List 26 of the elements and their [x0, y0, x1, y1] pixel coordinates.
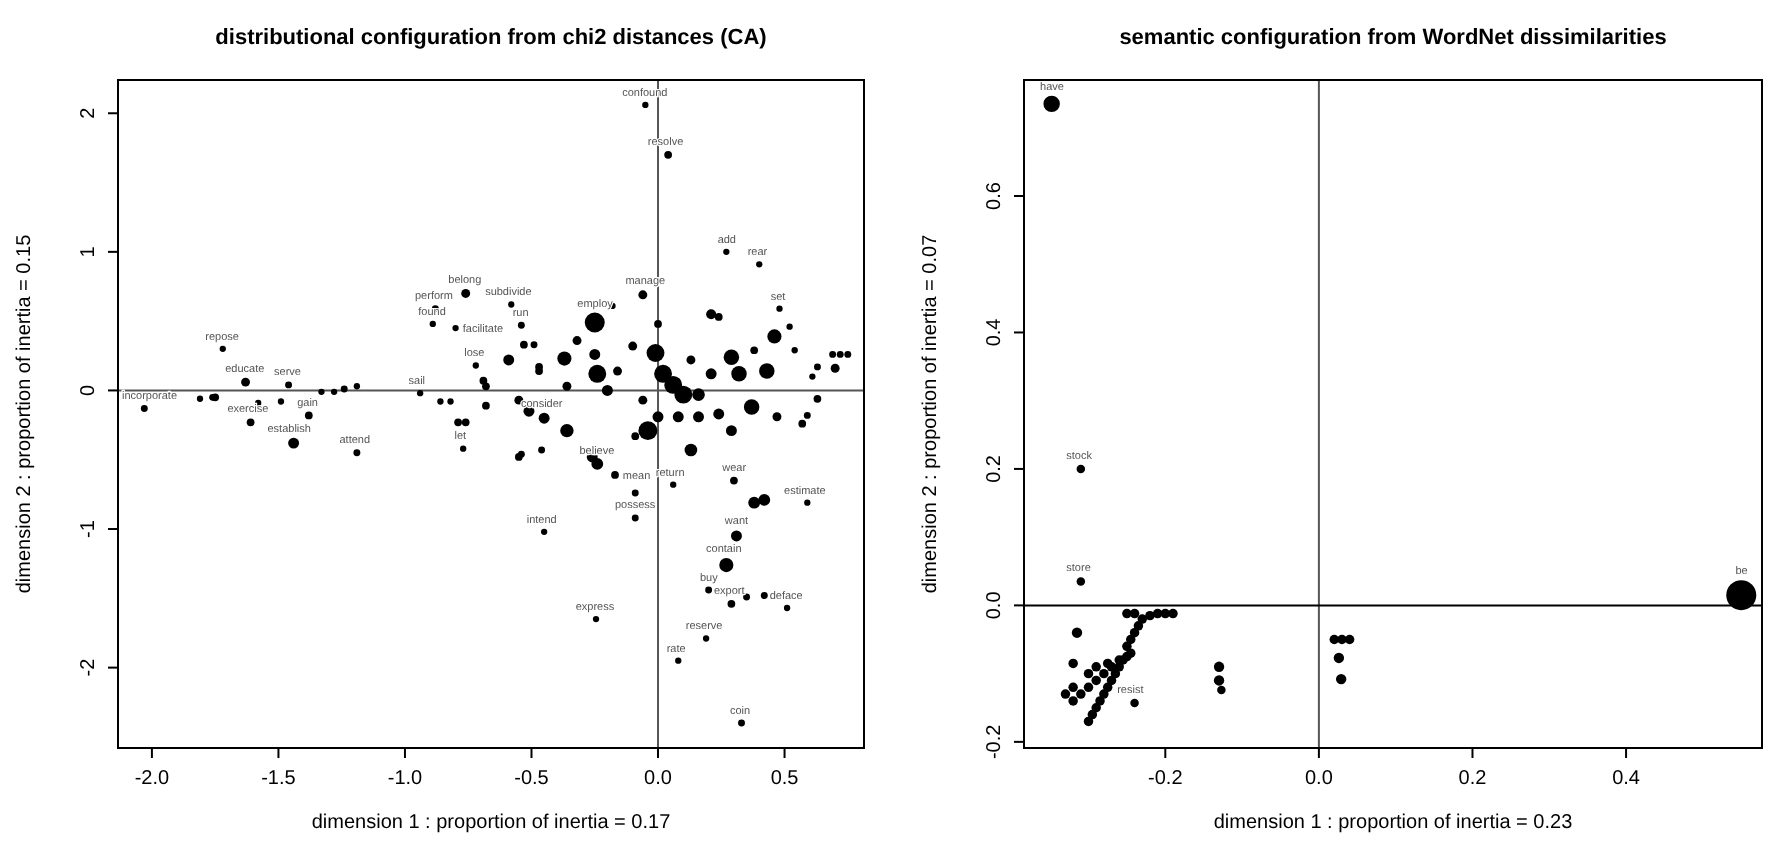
- y-axis-title: dimension 2 : proportion of inertia = 0.15: [14, 233, 36, 594]
- y-tick-label: 0.4: [984, 317, 1006, 347]
- x-tick-label: 0.5: [770, 768, 800, 790]
- y-tick-label: 0.6: [984, 181, 1006, 210]
- chart-title: semantic configuration from WordNet dissimilarities: [1119, 26, 1667, 50]
- y-tick-label: -0.2: [984, 723, 1006, 760]
- y-axis-title: dimension 2 : proportion of inertia = 0.07: [920, 233, 942, 594]
- y-tick-label: -1: [78, 519, 100, 538]
- x-tick-label: 0.0: [1304, 768, 1334, 790]
- x-tick-label: -0.2: [1148, 768, 1184, 790]
- x-tick-label: -2.0: [134, 768, 171, 790]
- y-tick-label: 2: [78, 106, 100, 119]
- y-tick-label: -2: [78, 657, 100, 677]
- x-axis-title: dimension 1 : proportion of inertia = 0.23: [1213, 812, 1574, 834]
- y-tick-label: 1: [78, 245, 100, 258]
- x-tick-label: 0.2: [1458, 768, 1488, 790]
- y-tick-label: 0: [78, 384, 100, 396]
- x-tick-label: -0.5: [514, 768, 550, 790]
- x-tick-label: 0.4: [1612, 768, 1641, 790]
- x-axis-title: dimension 1 : proportion of inertia = 0.17: [311, 812, 672, 834]
- x-tick-label: -1.5: [261, 768, 297, 790]
- y-tick-label: 0.0: [984, 590, 1006, 620]
- x-tick-label: 0.0: [644, 768, 673, 790]
- y-tick-label: 0.2: [984, 454, 1006, 483]
- x-tick-label: -1.0: [387, 768, 424, 790]
- chart-title: distributional configuration from chi2 distances (CA): [215, 26, 768, 50]
